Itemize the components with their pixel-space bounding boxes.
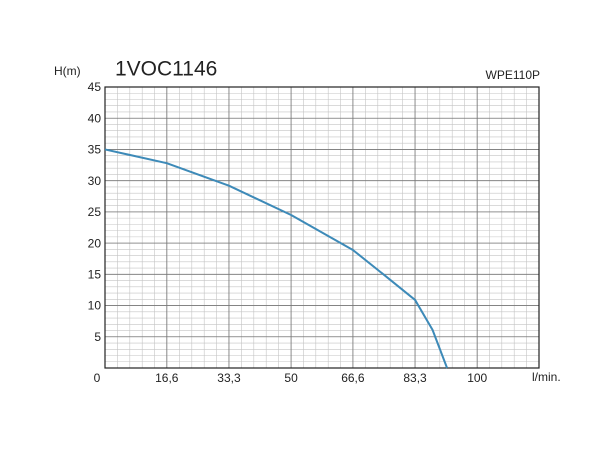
y-tick-label: 40 — [88, 111, 102, 125]
y-tick-label: 45 — [88, 80, 102, 94]
x-tick-label: 100 — [467, 371, 487, 385]
x-tick-label: 33,3 — [217, 371, 241, 385]
curve — [104, 148, 448, 369]
y-axis-label: H(m) — [54, 64, 81, 78]
y-tick-label: 30 — [88, 174, 102, 188]
chart-subtitle: WPE110P — [486, 68, 540, 82]
x-tick-label: 66,6 — [341, 371, 365, 385]
y-tick-label: 35 — [88, 143, 102, 157]
x-tick-label: 83,3 — [403, 371, 427, 385]
y-tick-label: 15 — [88, 268, 102, 282]
y-tick-label: 10 — [88, 299, 102, 313]
y-tick-label: 20 — [88, 236, 102, 250]
y-tick-label: 5 — [94, 330, 101, 344]
x-tick-label: 0 — [94, 371, 101, 385]
y-tick-label: 25 — [88, 205, 102, 219]
x-tick-label: 16,6 — [155, 371, 179, 385]
plot-frame — [104, 86, 540, 369]
x-axis-label: l/min. — [532, 370, 561, 384]
chart-title: 1VOC1146 — [115, 58, 217, 81]
x-tick-label: 50 — [284, 371, 298, 385]
